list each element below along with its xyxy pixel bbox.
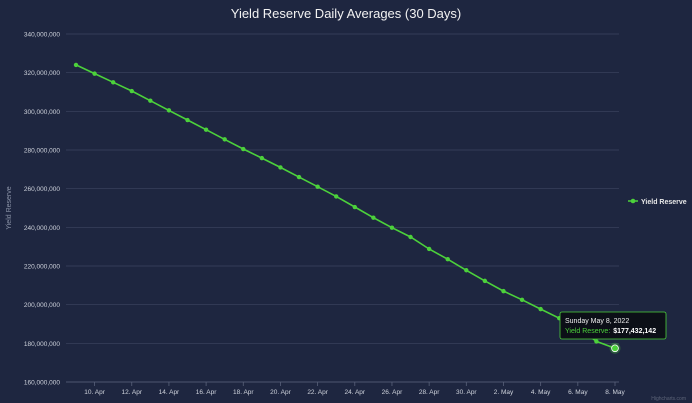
x-tick-label: 20. Apr [270,389,291,396]
data-point[interactable] [296,174,302,180]
x-tick-label: 22. Apr [307,389,328,396]
data-point[interactable] [185,117,190,123]
data-point[interactable] [334,194,339,199]
y-tick-label: 340,000,000 [24,32,61,39]
data-point[interactable] [519,297,525,303]
y-tick-label: 300,000,000 [24,109,61,116]
x-tick-label: 10. Apr [84,389,105,396]
y-tick-label: 180,000,000 [24,341,61,348]
x-tick-label: 16. Apr [196,389,217,396]
data-point[interactable] [464,268,469,273]
data-point[interactable] [352,204,357,210]
data-point[interactable] [426,246,432,252]
data-point[interactable] [371,215,376,220]
data-point[interactable] [501,288,506,294]
data-point[interactable] [148,98,153,103]
y-axis-ticks: 160,000,000 180,000,000 200,000,000 220,000… [24,32,61,387]
gridlines [66,33,619,383]
y-tick-label: 280,000,000 [24,148,61,155]
x-tick-label: 30. Apr [456,389,477,396]
tooltip-date: Sunday May 8, 2022 [565,318,629,325]
x-tick-label: 4. May [531,389,551,396]
credits[interactable]: Highcharts.com [651,396,686,402]
tooltip: Sunday May 8, 2022 Yield Reserve: $177,43… [559,311,667,340]
data-point[interactable] [408,234,413,240]
chart-title: Yield Reserve Daily Averages (30 Days) [231,6,462,21]
y-axis-label: Yield Reserve [6,186,13,229]
tooltip-series-label: Yield Reserve: [565,328,610,335]
data-point[interactable] [611,344,619,353]
x-tick-label: 12. Apr [121,389,142,396]
data-point[interactable] [203,127,209,132]
data-point[interactable] [92,71,97,76]
legend-marker-icon [630,198,636,204]
legend[interactable]: Yield Reserve [628,198,687,206]
data-point[interactable] [538,306,543,312]
x-tick-label: 14. Apr [159,389,180,396]
y-tick-label: 240,000,000 [24,225,61,232]
tooltip-box [559,311,667,340]
data-point[interactable] [445,257,450,262]
x-tick-label: 18. Apr [233,389,254,396]
data-point[interactable] [110,80,116,85]
y-tick-label: 160,000,000 [24,380,61,387]
data-point[interactable] [389,225,395,230]
y-tick-label: 220,000,000 [24,264,61,271]
data-point[interactable] [482,278,488,284]
y-tick-label: 200,000,000 [24,302,61,309]
x-tick-label: 6. May [568,389,588,396]
data-point[interactable] [241,146,246,152]
x-tick-label: 28. Apr [419,389,440,396]
series-line [75,64,616,350]
tooltip-series-line: Yield Reserve: $177,432,142 [565,328,656,335]
tooltip-value: $177,432,142 [613,328,656,335]
x-axis-ticks: 10. Apr 12. Apr 14. Apr 16. Apr 18. Apr 20. A… [66,381,625,396]
x-tick-label: 2. May [494,389,514,396]
y-tick-label: 320,000,000 [24,70,61,77]
x-tick-label: 26. Apr [382,389,403,396]
data-point[interactable] [129,88,134,94]
x-tick-label: 24. Apr [344,389,365,396]
data-point[interactable] [73,62,79,68]
data-point[interactable] [278,165,283,170]
data-point[interactable] [166,108,172,113]
data-point[interactable] [315,184,320,189]
x-tick-label: 8. May [605,389,625,396]
data-point[interactable] [222,137,227,142]
data-point[interactable] [259,155,265,161]
data-point[interactable] [594,339,599,344]
y-tick-label: 260,000,000 [24,186,61,193]
legend-item-yield-reserve[interactable]: Yield Reserve [641,199,687,206]
